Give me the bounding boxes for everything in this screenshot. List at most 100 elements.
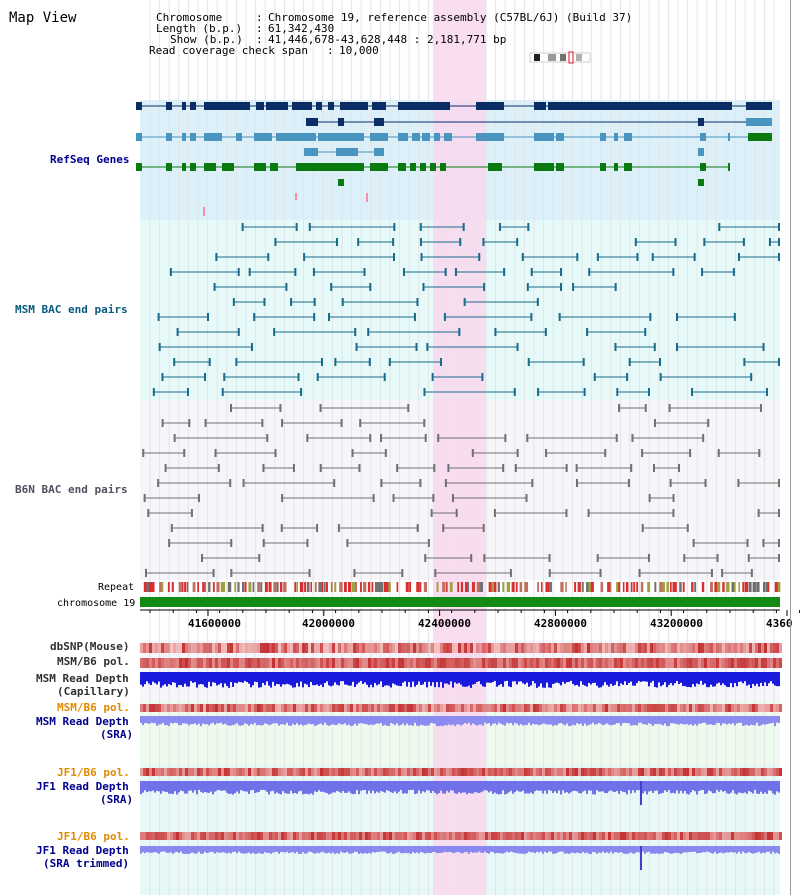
repeat-element: [476, 582, 480, 592]
jf1-pol-heat-cell: [386, 768, 389, 776]
jf1-pol-heat-cell: [239, 768, 242, 776]
msm-depth-sra-bar: [442, 716, 444, 727]
jf1-depth-trim-bar: [488, 846, 490, 854]
msm-pol-heat-cell: [671, 658, 674, 668]
msm-depth-sra-bar: [594, 716, 596, 725]
repeat-track[interactable]: [143, 582, 781, 592]
msm-pol-heat-cell: [611, 658, 614, 668]
jf1-depth-trim-bar: [164, 846, 166, 852]
jf1-pol-heat-cell: [212, 768, 215, 776]
msm-pol2-heat-cell: [647, 704, 650, 712]
jf1-pol2-heat-cell: [389, 832, 392, 840]
jf1-pol-heat-cell: [575, 768, 578, 776]
msm-depth-sra-bar: [252, 716, 254, 725]
dbsnp-heat-cell: [422, 643, 425, 653]
gene-row-1-exon: [328, 102, 334, 110]
msm-pol-heat-cell: [257, 658, 260, 668]
msm-pol-heat-cell: [572, 658, 575, 668]
dbsnp-heat-cell: [395, 643, 398, 653]
jf1-depth-sra-bar: [772, 781, 774, 794]
b6n-bac-pair-end: [337, 524, 340, 532]
jf1-depth-sra-bar: [212, 781, 214, 795]
jf1-depth-sra-bar: [660, 781, 662, 794]
gene-row-1-exon: [204, 102, 250, 110]
msm-depth-sra-bar: [464, 716, 466, 723]
jf1-depth-sra-bar: [584, 781, 586, 791]
variant-heat-tracks[interactable]: [140, 643, 782, 840]
dbsnp-heat-cell: [233, 643, 236, 653]
refseq-features[interactable]: [136, 102, 772, 216]
msm-depth-sra-bar: [330, 716, 332, 725]
b6n-bac-pair-end: [716, 554, 719, 562]
jf1-depth-sra-bar: [230, 781, 232, 794]
jf1-depth-sra-bar: [248, 781, 250, 794]
msm-depth-sra-bar: [388, 716, 390, 726]
msm-bac-features[interactable]: [152, 223, 780, 396]
jf1-pol-heat-cell: [590, 768, 593, 776]
msm-pol2-heat-cell: [659, 704, 662, 712]
msm-pol-heat-cell: [578, 658, 581, 668]
track-label-refseq[interactable]: RefSeq Genes: [50, 153, 130, 166]
msm-depth-sra-bar: [726, 716, 728, 725]
msm-pol-heat-cell: [401, 658, 404, 668]
msm-depth-cap-bar: [294, 672, 296, 688]
chromosome-ideogram[interactable]: [529, 51, 591, 64]
b6n-bac-features[interactable]: [142, 404, 780, 577]
msm-depth-cap-bar: [686, 672, 688, 687]
jf1-pol-heat-cell: [341, 768, 344, 776]
repeat-element: [325, 582, 328, 592]
repeat-element: [636, 582, 639, 592]
msm-pol2-heat-cell: [392, 704, 395, 712]
jf1-pol2-heat-cell: [392, 832, 395, 840]
msm-pol-heat-cell: [767, 658, 770, 668]
jf1-depth-sra-bar: [310, 781, 312, 794]
dbsnp-heat-cell: [164, 643, 167, 653]
jf1-pol2-heat-cell: [260, 832, 263, 840]
msm-pol-heat-cell: [440, 658, 443, 668]
jf1-pol-heat-cell: [467, 768, 470, 776]
track-label-msm-bac[interactable]: MSM BAC end pairs: [15, 303, 128, 316]
jf1-pol-heat-cell: [776, 768, 779, 776]
msm-depth-sra-bar: [180, 716, 182, 726]
jf1-depth-trim-bar: [462, 846, 464, 854]
msm-bac-pair-end: [675, 313, 678, 321]
msm-pol2-heat-cell: [164, 704, 167, 712]
jf1-pol2-heat-cell: [368, 832, 371, 840]
msm-pol2-heat-cell: [476, 704, 479, 712]
jf1-pol-heat-cell: [503, 768, 506, 776]
dbsnp-heat-cell: [680, 643, 683, 653]
jf1-depth-sra-bar: [288, 781, 290, 794]
jf1-pol2-heat-cell: [335, 832, 338, 840]
msm-depth-cap-bar: [426, 672, 428, 688]
gene-row-1-exon: [372, 102, 386, 110]
repeat-element: [352, 582, 356, 592]
gene-row-5-exon: [296, 163, 364, 171]
msm-bac-pair-end: [693, 253, 696, 261]
msm-depth-sra-bar: [438, 716, 440, 727]
jf1-depth-trim-bar: [208, 846, 210, 853]
jf1-pol-heat-cell: [398, 768, 401, 776]
msm-pol2-heat-cell: [758, 704, 761, 712]
gene-row-3-exon: [434, 133, 440, 141]
msm-pol2-heat-cell: [317, 704, 320, 712]
b6n-bac-pair-end: [596, 554, 599, 562]
jf1-pol2-heat-cell: [461, 832, 464, 840]
jf1-pol-heat-cell: [689, 768, 692, 776]
jf1-depth-trim-bar: [556, 846, 558, 853]
jf1-pol-heat-cell: [299, 768, 302, 776]
selection-highlight[interactable]: [433, 0, 486, 895]
msm-pol-heat-cell: [551, 658, 554, 668]
jf1-pol-heat-cell: [536, 768, 539, 776]
msm-pol-heat-cell: [389, 658, 392, 668]
read-depth-tracks[interactable]: [140, 672, 780, 870]
track-label-b6n-bac[interactable]: B6N BAC end pairs: [15, 483, 128, 496]
msm-depth-sra-bar: [614, 716, 616, 725]
jf1-depth-trim-bar: [704, 846, 706, 853]
b6n-bac-pair-end: [214, 449, 217, 457]
jf1-depth-trim-bar: [186, 846, 188, 854]
jf1-depth-sra-bar: [534, 781, 536, 792]
msm-pol2-heat-cell: [665, 704, 668, 712]
jf1-pol2-heat-cell: [626, 832, 629, 840]
jf1-pol2-heat-cell: [314, 832, 317, 840]
